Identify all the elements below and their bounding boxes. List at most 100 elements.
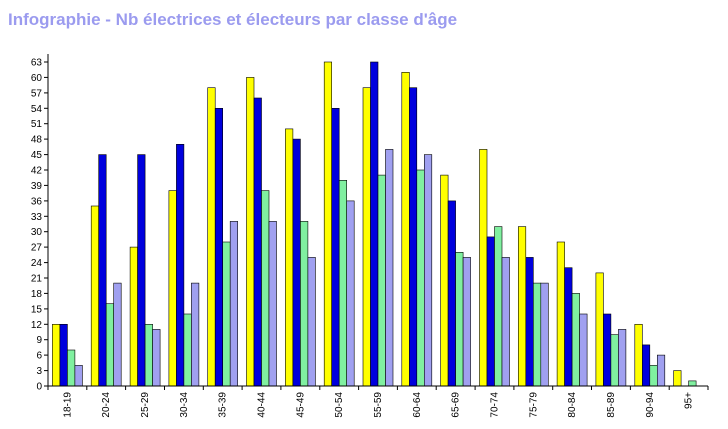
bar-55-59-s3: [377, 174, 386, 387]
y-tick-label: 45: [31, 150, 43, 161]
y-tick-label: 0: [36, 382, 42, 393]
y-tick-label: 15: [31, 304, 43, 315]
bar-55-59-s2: [370, 61, 379, 387]
bar-75-79-s3: [532, 282, 542, 387]
y-tick-label: 54: [31, 104, 43, 115]
bar-85-89-s4: [618, 329, 627, 387]
bar-90-94-s3: [649, 365, 658, 387]
bar-40-44-s3: [261, 190, 270, 387]
y-tick-label: 36: [31, 196, 43, 207]
bar-85-89-s2: [603, 313, 612, 387]
bar-60-64-s1: [401, 72, 410, 387]
bar-85-89-s1: [595, 272, 604, 387]
bar-25-29-s1: [129, 246, 138, 387]
y-tick-label: 18: [31, 289, 43, 300]
x-tick-label: 50-54: [334, 392, 345, 418]
bar-55-59-s4: [385, 149, 394, 387]
x-tick-label: 60-64: [412, 392, 423, 418]
bar-90-94-s4: [656, 354, 666, 387]
bar-45-49-s1: [285, 128, 294, 387]
x-tick-label: 95+: [684, 392, 695, 409]
bar-18-19-s1: [52, 323, 61, 387]
bar-18-19-s4: [74, 365, 83, 387]
bar-20-24-s4: [113, 282, 122, 387]
x-tick-label: 65-69: [451, 392, 462, 418]
bar-60-64-s2: [408, 87, 418, 387]
bar-25-29-s2: [137, 154, 146, 387]
y-tick-label: 21: [31, 274, 43, 285]
bar-50-54-s4: [346, 200, 355, 387]
axes-layer: 0369121518212427303336394245485154576063…: [31, 54, 709, 418]
x-tick-label: 25-29: [140, 392, 151, 418]
bar-35-39-s1: [207, 87, 216, 387]
y-tick-label: 48: [31, 135, 43, 146]
y-tick-label: 30: [31, 227, 43, 238]
x-tick-label: 35-39: [218, 392, 229, 418]
bar-50-54-s3: [338, 180, 348, 387]
x-tick-label: 70-74: [490, 392, 501, 418]
bar-80-84-s3: [571, 293, 580, 387]
x-tick-label: 40-44: [257, 392, 268, 418]
bar-70-74-s1: [479, 149, 488, 387]
bar-30-34-s3: [183, 313, 192, 387]
bar-85-89-s3: [610, 334, 619, 387]
bar-80-84-s2: [564, 267, 573, 387]
y-tick-label: 39: [31, 181, 43, 192]
bar-65-69-s4: [462, 257, 471, 387]
y-tick-label: 24: [31, 258, 43, 269]
x-tick-label: 55-59: [373, 392, 384, 418]
bar-40-44-s1: [246, 77, 255, 387]
bar-45-49-s3: [300, 221, 309, 387]
x-tick-label: 80-84: [567, 392, 578, 418]
bar-65-69-s3: [455, 252, 464, 387]
bar-60-64-s3: [416, 169, 425, 387]
bar-18-19-s2: [59, 323, 68, 387]
bar-35-39-s3: [222, 241, 231, 387]
chart-title: Infographie - Nb électrices et électeurs…: [8, 10, 458, 29]
bar-65-69-s1: [440, 174, 449, 387]
bar-70-74-s2: [486, 236, 495, 387]
bar-95+-s3: [688, 380, 697, 387]
y-tick-label: 27: [31, 243, 43, 254]
bar-90-94-s1: [634, 323, 643, 387]
bar-25-29-s4: [152, 329, 161, 387]
bar-20-24-s3: [105, 303, 114, 387]
bar-70-74-s3: [494, 226, 503, 387]
bar-40-44-s2: [253, 97, 262, 387]
bar-35-39-s4: [229, 221, 238, 387]
bar-30-34-s1: [168, 190, 177, 387]
y-tick-label: 3: [36, 366, 42, 377]
y-tick-label: 51: [31, 119, 43, 130]
bar-75-79-s2: [525, 257, 534, 387]
y-tick-label: 60: [31, 73, 43, 84]
x-tick-label: 30-34: [179, 392, 190, 418]
bar-50-54-s1: [323, 61, 333, 387]
x-tick-label: 20-24: [101, 392, 112, 418]
y-tick-label: 57: [31, 88, 43, 99]
bar-65-69-s2: [447, 200, 456, 387]
bar-75-79-s1: [517, 226, 527, 387]
bar-90-94-s2: [641, 344, 651, 387]
y-tick-label: 12: [31, 320, 43, 331]
bar-80-84-s4: [579, 313, 588, 387]
bar-75-79-s4: [540, 282, 549, 387]
x-tick-label: 90-94: [645, 392, 656, 418]
bar-30-34-s4: [191, 282, 200, 387]
y-tick-label: 33: [31, 212, 43, 223]
bar-30-34-s2: [176, 144, 185, 387]
bar-20-24-s2: [98, 154, 107, 387]
y-tick-label: 42: [31, 166, 43, 177]
bar-20-24-s1: [90, 205, 99, 387]
bar-80-84-s1: [556, 241, 565, 387]
bar-50-54-s2: [331, 108, 340, 387]
bar-35-39-s2: [214, 108, 223, 387]
y-tick-label: 63: [31, 58, 43, 69]
bar-25-29-s3: [144, 323, 153, 387]
bar-18-19-s3: [67, 349, 76, 387]
x-tick-label: 45-49: [295, 392, 306, 418]
bar-45-49-s4: [307, 257, 316, 387]
bars-layer: [52, 61, 697, 387]
bar-60-64-s4: [423, 154, 433, 387]
bar-55-59-s1: [362, 87, 371, 387]
